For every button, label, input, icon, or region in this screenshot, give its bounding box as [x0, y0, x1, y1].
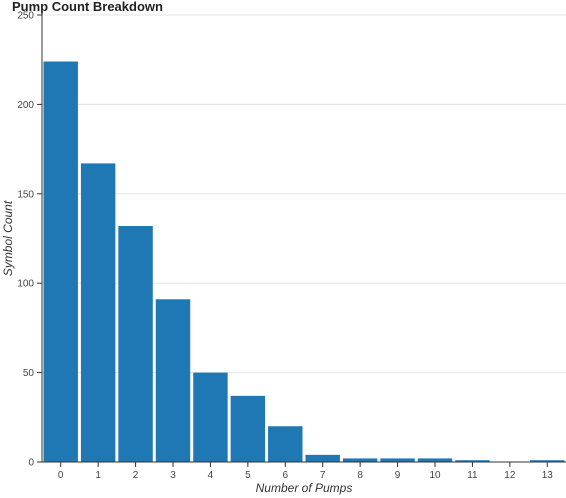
y-tick-label: 0	[28, 458, 34, 469]
bars	[43, 61, 565, 463]
y-tick-label: 150	[17, 189, 34, 200]
bar	[80, 163, 116, 463]
y-tick-label: 250	[17, 11, 34, 22]
bar	[305, 454, 340, 462]
bar	[230, 395, 266, 462]
x-tick-label: 4	[208, 470, 214, 481]
bar	[455, 460, 490, 462]
x-tick-label: 1	[95, 470, 101, 481]
x-tick-label: 5	[245, 470, 251, 481]
x-tick-label: 13	[542, 470, 554, 481]
x-tick-label: 10	[429, 470, 441, 481]
x-tick-label: 8	[357, 470, 363, 481]
x-tick-label: 0	[58, 470, 64, 481]
bar	[530, 460, 565, 462]
bar	[118, 225, 153, 462]
bar	[342, 458, 378, 462]
x-tick-label: 9	[395, 470, 401, 481]
y-axis-label: Symbol Count	[1, 200, 15, 276]
y-axis: 0 50 100 150 200 250	[17, 5, 43, 469]
x-tick-label: 12	[504, 470, 516, 481]
y-tick-label: 100	[17, 279, 34, 290]
chart-title: Pump Count Breakdown	[12, 0, 163, 14]
y-tick-label: 50	[23, 368, 35, 379]
y-tick-label: 200	[17, 100, 34, 111]
bar	[155, 299, 191, 462]
bar	[417, 458, 453, 462]
x-tick-label: 7	[320, 470, 326, 481]
bar	[380, 458, 415, 462]
bar	[193, 372, 228, 462]
x-axis-label: Number of Pumps	[256, 481, 353, 495]
bar	[43, 61, 78, 462]
x-tick-label: 2	[133, 470, 139, 481]
x-axis: 0 1 2 3 4 5 6 7 8 9 10 11 12 13	[42, 461, 566, 481]
x-tick-label: 3	[170, 470, 176, 481]
x-tick-label: 6	[283, 470, 289, 481]
x-tick-label: 11	[467, 470, 478, 481]
bar	[268, 426, 303, 462]
